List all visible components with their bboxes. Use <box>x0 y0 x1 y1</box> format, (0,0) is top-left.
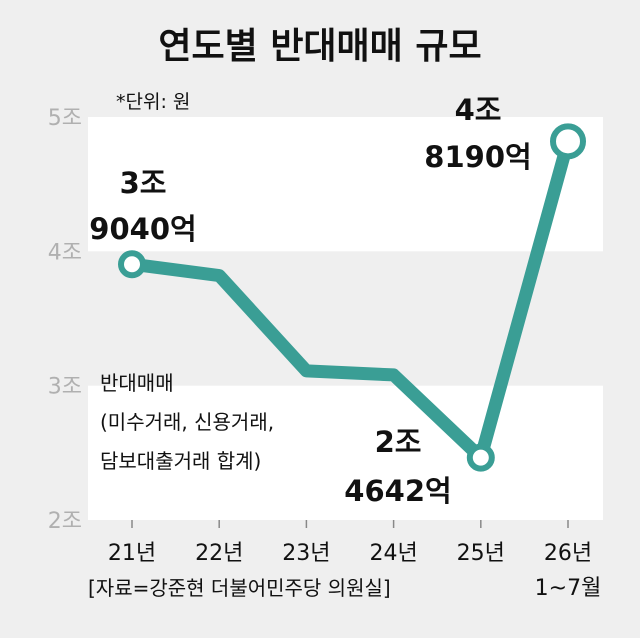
x-axis-ticks: 21년 22년 23년 24년 25년 26년 1~7월 <box>108 520 601 601</box>
data-label: 4642억 <box>344 474 451 508</box>
data-label: 8190억 <box>424 140 531 174</box>
chart-band <box>88 117 603 252</box>
y-tick-label: 5조 <box>48 106 82 131</box>
series-note: 반대매매 (미수거래, 신용거래, 담보대출거래 합계) <box>100 371 274 473</box>
data-label: 9040억 <box>89 212 196 246</box>
y-tick-label: 4조 <box>48 240 82 265</box>
x-tick-label: 25년 <box>457 541 505 566</box>
x-tick-label: 23년 <box>282 541 330 566</box>
y-tick-label: 3조 <box>48 375 82 400</box>
y-tick-label: 2조 <box>48 509 82 534</box>
chart-band <box>88 385 603 520</box>
series-line-group <box>118 123 586 472</box>
series-note-line: 담보대출거래 합계) <box>100 449 261 473</box>
data-label: 4조 <box>455 93 502 127</box>
series-note-line: 반대매매 <box>100 371 174 395</box>
data-point-marker <box>550 123 586 160</box>
x-tick-label: 26년 <box>544 541 592 566</box>
data-label: 2조 <box>375 425 422 459</box>
y-axis-ticks: 2조 3조 4조 5조 <box>48 106 82 534</box>
data-point-marker <box>118 250 146 279</box>
series-line <box>125 134 575 465</box>
data-point-marker <box>466 443 495 472</box>
x-tick-label: 1~7월 <box>535 576 602 601</box>
data-labels: 3조 9040억 2조 4642억 4조 8190억 <box>89 93 531 508</box>
source-note: [자료=강준현 더불어민주당 의원실] <box>88 576 391 600</box>
x-tick-label: 21년 <box>108 541 156 566</box>
unit-note: *단위: 원 <box>116 91 190 113</box>
data-label: 3조 <box>120 166 167 200</box>
chart-title: 연도별 반대매매 규모 <box>158 26 481 67</box>
x-tick-label: 22년 <box>195 541 243 566</box>
chart-bands <box>88 117 603 520</box>
series-note-line: (미수거래, 신용거래, <box>100 410 274 434</box>
x-tick-label: 24년 <box>369 541 417 566</box>
